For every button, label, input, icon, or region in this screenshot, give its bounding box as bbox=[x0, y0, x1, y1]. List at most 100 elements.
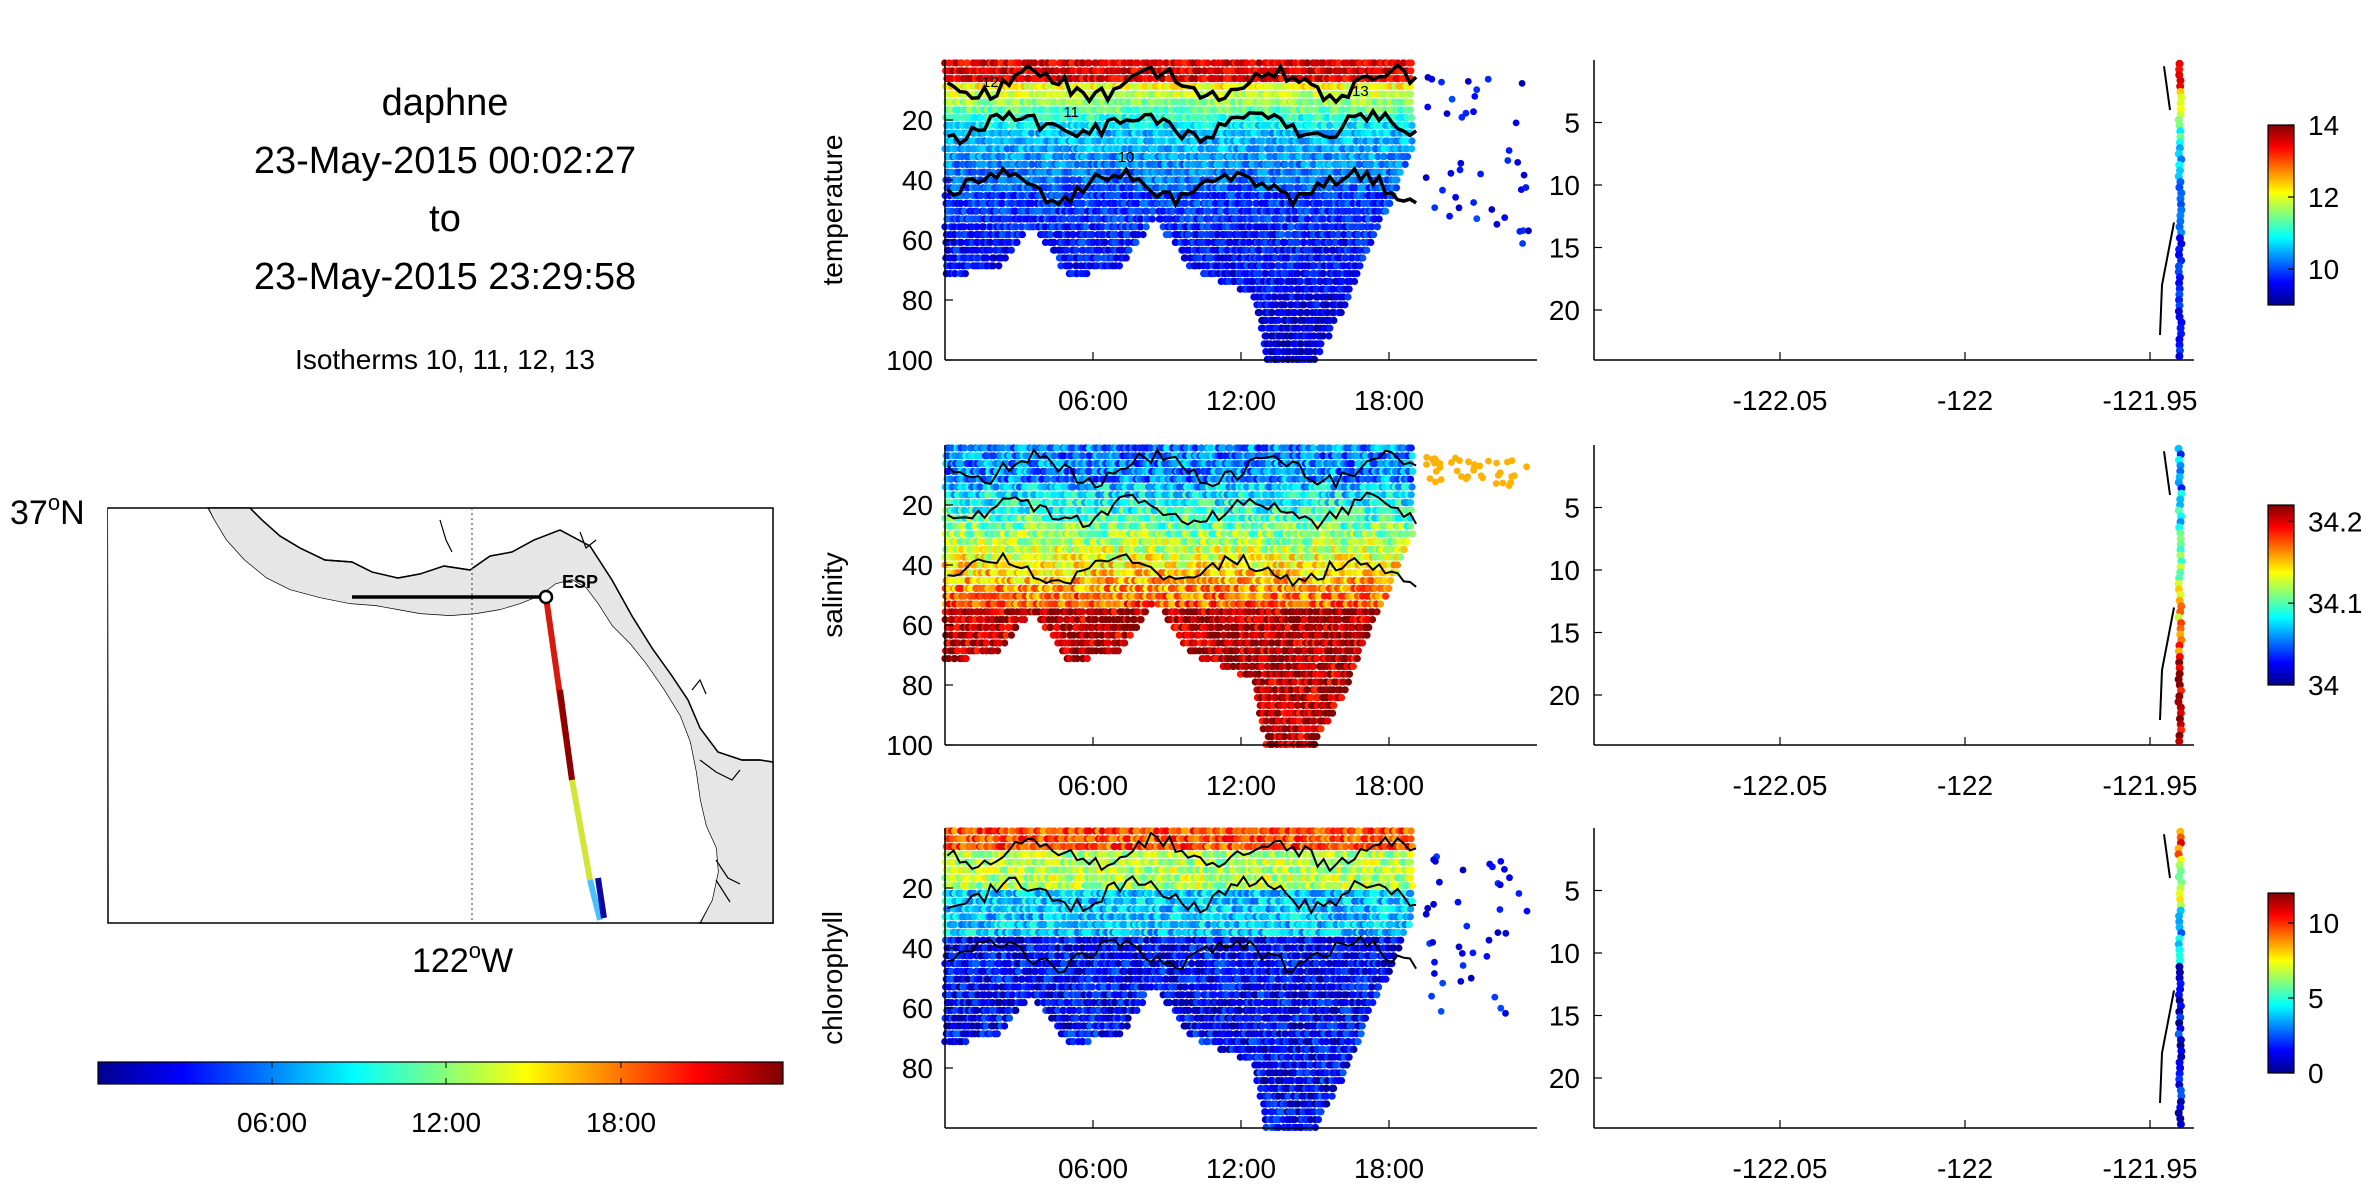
temperature-point bbox=[992, 59, 1000, 67]
temperature-point bbox=[986, 246, 994, 254]
isotherms-note: Isotherms 10, 11, 12, 13 bbox=[295, 344, 595, 375]
time-colorbar: 06:00 12:00 18:00 bbox=[97, 1061, 784, 1138]
temperature-point bbox=[1406, 106, 1414, 114]
temperature-point bbox=[980, 223, 988, 231]
temperature-point bbox=[1512, 119, 1520, 127]
temperature-point bbox=[1456, 166, 1464, 174]
temperature-point bbox=[1018, 223, 1026, 231]
temperature-point bbox=[1392, 184, 1401, 192]
temperature-point bbox=[989, 262, 997, 270]
contour-label: 11 bbox=[1063, 104, 1079, 121]
depth-tick-label: 20 bbox=[902, 105, 933, 136]
temperature-point bbox=[1018, 75, 1026, 83]
temperature-ylabel: temperature bbox=[817, 135, 848, 286]
temperature-point bbox=[1448, 95, 1456, 103]
temperature-point bbox=[1464, 78, 1472, 85]
temperature-point bbox=[1345, 285, 1353, 293]
temperature-point bbox=[1316, 348, 1324, 356]
temperature-point bbox=[976, 98, 984, 106]
temperature-point bbox=[1356, 262, 1364, 270]
temperature-point bbox=[1428, 75, 1436, 83]
time-colorbar-tick: 12:00 bbox=[411, 1107, 481, 1138]
lat-label: 37oN bbox=[10, 490, 85, 532]
temperature-point bbox=[1370, 231, 1378, 239]
temperature-point bbox=[1326, 324, 1334, 332]
temperature-point bbox=[1406, 98, 1414, 106]
temperature-point bbox=[1462, 109, 1470, 117]
temperature-point bbox=[1452, 193, 1459, 201]
temperature-point bbox=[1142, 223, 1150, 231]
temperature-point bbox=[1317, 340, 1325, 348]
temperature-point bbox=[958, 59, 966, 67]
temperature-point bbox=[1375, 215, 1383, 223]
temperature-point bbox=[1001, 254, 1009, 262]
temperature-point bbox=[1028, 160, 1036, 168]
temperature-point bbox=[1002, 129, 1010, 137]
temperature-point bbox=[1407, 67, 1415, 75]
contour-label: 10 bbox=[1118, 149, 1135, 166]
temperature-colorbar bbox=[2267, 124, 2295, 306]
section-lon-tick: -122.05 bbox=[1733, 385, 1828, 416]
temperature-point bbox=[1125, 246, 1133, 254]
temperature-point bbox=[1337, 309, 1345, 317]
temperature-point bbox=[1325, 332, 1333, 340]
temperature-point bbox=[1501, 214, 1509, 222]
temperature-point bbox=[1505, 147, 1513, 154]
temperature-point bbox=[1148, 215, 1156, 223]
temperature-point bbox=[1041, 106, 1049, 114]
vehicle-title: daphne bbox=[381, 82, 509, 124]
temperature-point bbox=[1011, 207, 1019, 215]
contour-label: 12 bbox=[982, 74, 999, 91]
temperature-point bbox=[1473, 86, 1481, 94]
temperature-point bbox=[1422, 174, 1430, 182]
temperature-point bbox=[1470, 199, 1477, 206]
temperature-point bbox=[1359, 254, 1367, 262]
temperature-point bbox=[957, 199, 965, 207]
colorbar-tick-label: 12 bbox=[2308, 182, 2339, 213]
to-label: to bbox=[429, 198, 461, 240]
depth-tick-label: 40 bbox=[902, 165, 933, 196]
temperature-point bbox=[954, 98, 962, 106]
temperature-point bbox=[973, 207, 981, 215]
temperature-point bbox=[1407, 59, 1415, 67]
temperature-point bbox=[1431, 204, 1439, 212]
contour-label: 13 bbox=[1352, 83, 1369, 100]
temperature-point bbox=[1493, 220, 1501, 228]
temperature-point bbox=[1115, 262, 1123, 270]
salinity-point bbox=[1001, 639, 1009, 647]
temperature-point bbox=[951, 270, 959, 278]
temperature-point bbox=[973, 223, 981, 231]
salinity-point bbox=[1020, 616, 1028, 624]
temperature-point bbox=[1518, 80, 1526, 87]
temperature-point bbox=[1424, 103, 1432, 111]
temperature-point bbox=[1363, 246, 1371, 254]
temperature-point bbox=[1407, 114, 1415, 122]
temperature-point bbox=[1139, 231, 1147, 239]
section-depth-tick: 5 bbox=[1564, 108, 1580, 139]
section-lon-tick: -121.95 bbox=[2103, 385, 2198, 416]
temperature-point bbox=[1438, 78, 1445, 86]
temperature-point bbox=[960, 223, 968, 231]
colorbar-tick-label: 14 bbox=[2308, 110, 2339, 141]
temperature-point bbox=[1406, 90, 1414, 98]
temperature-point bbox=[1525, 227, 1532, 235]
salinity-point bbox=[973, 545, 981, 554]
temperature-point bbox=[1122, 254, 1130, 262]
colorbar-tick-label: 10 bbox=[2308, 254, 2339, 285]
temperature-point bbox=[1012, 223, 1020, 231]
station-marker bbox=[538, 589, 554, 605]
temperature-point bbox=[951, 145, 959, 153]
temperature-point bbox=[1439, 186, 1446, 194]
temperature-point bbox=[960, 207, 968, 215]
temperature-point bbox=[1447, 169, 1455, 177]
temperature-point bbox=[1031, 59, 1039, 67]
salinity-point bbox=[1007, 631, 1016, 639]
temperature-point bbox=[1520, 171, 1528, 179]
temperature-point bbox=[1024, 106, 1033, 114]
time-colorbar-bar bbox=[97, 1061, 784, 1085]
temperature-point bbox=[1516, 228, 1524, 235]
temperature-point bbox=[963, 59, 971, 67]
time-tick-label: 06:00 bbox=[1058, 385, 1128, 416]
